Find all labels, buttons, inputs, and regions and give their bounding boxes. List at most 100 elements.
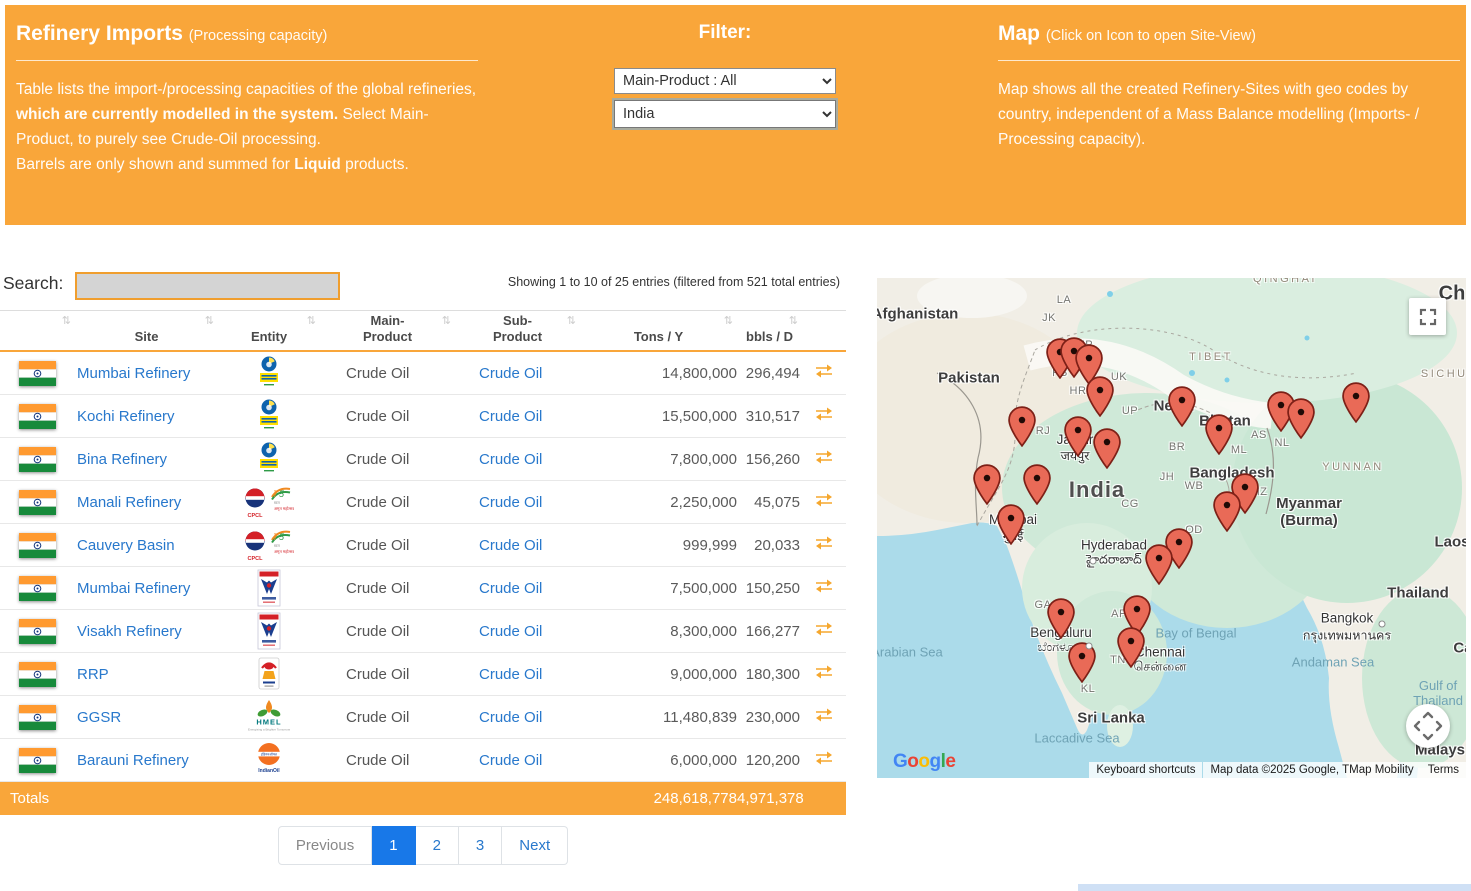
hpcl-logo: [257, 612, 281, 650]
refinery-site-marker[interactable]: [973, 464, 1001, 505]
page-button-previous[interactable]: Previous: [278, 826, 372, 865]
swap-action-cell: [802, 707, 846, 727]
refinery-site-marker[interactable]: [1168, 386, 1196, 427]
refinery-site-marker[interactable]: [1205, 414, 1233, 455]
map-pan-control[interactable]: [1406, 704, 1450, 748]
swap-icon[interactable]: [814, 707, 834, 723]
refinery-site-marker[interactable]: [1213, 491, 1241, 532]
page-button-next[interactable]: Next: [502, 826, 568, 865]
refinery-site-marker[interactable]: [1023, 464, 1051, 505]
india-flag-icon: [19, 404, 56, 429]
site-link[interactable]: Kochi Refinery: [77, 408, 175, 425]
terms-link[interactable]: Terms: [1421, 762, 1466, 778]
page-subtitle: (Processing capacity): [189, 28, 328, 44]
table-row: Mumbai RefineryCrude OilCrude Oil7,500,0…: [0, 567, 846, 610]
google-logo[interactable]: Google: [893, 751, 955, 773]
sub-product-cell: Crude Oil: [455, 752, 580, 769]
sub-product-link[interactable]: Crude Oil: [479, 752, 542, 769]
swap-icon[interactable]: [814, 492, 834, 508]
sort-icon[interactable]: ⇅: [789, 314, 798, 327]
swap-icon[interactable]: [814, 664, 834, 680]
sort-icon[interactable]: ⇅: [205, 314, 214, 327]
site-link[interactable]: Mumbai Refinery: [77, 580, 190, 597]
refinery-site-marker[interactable]: [1064, 416, 1092, 457]
column-header-site[interactable]: ⇅Site: [75, 311, 218, 350]
filter-title: Filter:: [595, 5, 855, 44]
refinery-site-marker[interactable]: [1117, 627, 1145, 668]
site-cell: Barauni Refinery: [75, 752, 218, 769]
main-product-filter-select[interactable]: Main-Product : All: [614, 68, 836, 94]
refinery-map[interactable]: AfghanistanQINGHAIChPakistanLAJKHPPBHRUK…: [877, 278, 1466, 778]
refinery-site-marker[interactable]: [1342, 382, 1370, 423]
sub-product-link[interactable]: Crude Oil: [479, 580, 542, 597]
swap-icon[interactable]: [814, 449, 834, 465]
swap-icon[interactable]: [814, 750, 834, 766]
sub-product-link[interactable]: Crude Oil: [479, 623, 542, 640]
sub-product-link[interactable]: Crude Oil: [479, 451, 542, 468]
refinery-site-marker[interactable]: [1093, 428, 1121, 469]
sub-product-link[interactable]: Crude Oil: [479, 365, 542, 382]
swap-icon[interactable]: [814, 363, 834, 379]
sub-product-link[interactable]: Crude Oil: [479, 666, 542, 683]
site-link[interactable]: Barauni Refinery: [77, 752, 189, 769]
column-header-sub-product[interactable]: ⇅Sub-Product: [455, 311, 580, 350]
swap-icon[interactable]: [814, 535, 834, 551]
swap-icon[interactable]: [814, 578, 834, 594]
site-link[interactable]: Mumbai Refinery: [77, 365, 190, 382]
sort-icon[interactable]: ⇅: [442, 314, 451, 327]
column-header-flag[interactable]: ⇅: [0, 311, 75, 350]
site-link[interactable]: Visakh Refinery: [77, 623, 182, 640]
page-button-2[interactable]: 2: [416, 826, 459, 865]
column-header-entity[interactable]: ⇅Entity: [218, 311, 320, 350]
svg-text:CPCL: CPCL: [248, 556, 264, 562]
sub-product-link[interactable]: Crude Oil: [479, 537, 542, 554]
sub-product-cell: Crude Oil: [455, 365, 580, 382]
search-input[interactable]: [75, 272, 340, 300]
site-link[interactable]: RRP: [77, 666, 109, 683]
sub-product-link[interactable]: Crude Oil: [479, 494, 542, 511]
sort-icon[interactable]: ⇅: [724, 314, 733, 327]
column-header-main-product[interactable]: ⇅Main-Product: [320, 311, 455, 350]
tons-per-year-cell: 2,250,000: [580, 494, 737, 511]
india-flag-icon: [19, 490, 56, 515]
svg-text:5: 5: [279, 532, 285, 542]
refinery-site-marker[interactable]: [1287, 398, 1315, 439]
site-link[interactable]: Bina Refinery: [77, 451, 167, 468]
refinery-site-marker[interactable]: [1068, 642, 1096, 683]
swap-icon[interactable]: [814, 406, 834, 422]
refinery-site-marker[interactable]: [997, 504, 1025, 545]
site-link[interactable]: Cauvery Basin: [77, 537, 175, 554]
tons-per-year-cell: 9,000,000: [580, 666, 737, 683]
sub-product-link[interactable]: Crude Oil: [479, 709, 542, 726]
site-link[interactable]: GGSR: [77, 709, 121, 726]
bbls-per-day-cell: 310,517: [737, 408, 802, 425]
sort-icon[interactable]: ⇅: [567, 314, 576, 327]
page-button-3[interactable]: 3: [459, 826, 502, 865]
sort-icon[interactable]: ⇅: [62, 314, 71, 327]
main-product-cell: Crude Oil: [320, 752, 455, 769]
refinery-site-marker[interactable]: [1086, 376, 1114, 417]
table-row: Bina RefineryCrude OilCrude Oil7,800,000…: [0, 438, 846, 481]
column-header-tons-y[interactable]: ⇅Tons / Y: [580, 311, 737, 350]
refinery-table-panel: Search: Showing 1 to 10 of 25 entries (f…: [0, 260, 846, 865]
cpcl-logo: CPCL75सालअमृत महोत्सव: [244, 484, 294, 520]
keyboard-shortcuts-link[interactable]: Keyboard shortcuts: [1089, 762, 1202, 778]
table-row: RRPCrude OilCrude Oil9,000,000180,300: [0, 653, 846, 696]
refinery-site-marker[interactable]: [1008, 406, 1036, 447]
page-button-1[interactable]: 1: [372, 826, 415, 865]
refinery-site-marker[interactable]: [1145, 544, 1173, 585]
swap-action-cell: [802, 535, 846, 555]
bbls-per-day-cell: 20,033: [737, 537, 802, 554]
site-link[interactable]: Manali Refinery: [77, 494, 181, 511]
country-flag-cell: [0, 490, 75, 515]
swap-icon[interactable]: [814, 621, 834, 637]
country-filter-select[interactable]: India: [614, 100, 836, 128]
column-header-bbls-d[interactable]: ⇅bbls / D: [737, 311, 802, 350]
sort-icon[interactable]: ⇅: [307, 314, 316, 327]
map-pin-icon: [1205, 414, 1233, 455]
sub-product-link[interactable]: Crude Oil: [479, 408, 542, 425]
refinery-site-marker[interactable]: [1047, 598, 1075, 639]
map-fullscreen-button[interactable]: [1409, 298, 1446, 335]
bbls-per-day-cell: 180,300: [737, 666, 802, 683]
map-pin-icon: [1342, 382, 1370, 423]
